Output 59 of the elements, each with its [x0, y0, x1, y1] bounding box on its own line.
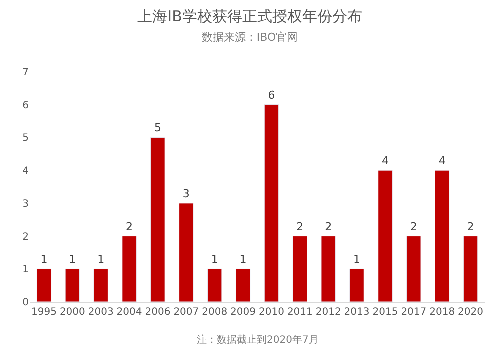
y-tick-label: 0: [22, 298, 29, 308]
bar: [179, 203, 194, 302]
data-label: 2: [296, 220, 304, 234]
bar: [378, 170, 393, 302]
bar: [236, 268, 251, 302]
data-label: 2: [126, 220, 134, 234]
data-label: 4: [382, 154, 389, 168]
x-tick-label: 2012: [316, 307, 342, 318]
data-label: 1: [69, 253, 76, 266]
y-tick-label: 1: [22, 264, 29, 276]
bar: [207, 268, 222, 302]
bar: [292, 236, 308, 302]
x-tick-label: 2003: [88, 307, 114, 318]
data-label: 1: [211, 253, 218, 266]
bar: [434, 170, 450, 302]
x-tick-label: 2010: [258, 307, 284, 318]
bar: [264, 104, 280, 302]
data-label: 1: [98, 253, 105, 266]
y-tick-label: 4: [22, 166, 29, 178]
x-tick-label: 2020: [458, 307, 484, 318]
x-tick-label: 2006: [145, 307, 171, 318]
bar: [65, 268, 80, 302]
x-tick-label: 2013: [344, 307, 370, 318]
y-tick-label: 6: [22, 100, 29, 112]
text: 注：数据截止到2020年7月: [197, 334, 319, 346]
x-tick-label: 2015: [372, 307, 398, 318]
data-label: 2: [467, 220, 474, 234]
x-tick-label: 2009: [230, 307, 256, 318]
chart-subtitle: 数据来源：IBO官网: [202, 31, 298, 44]
x-tick-label: 2017: [401, 307, 427, 318]
bar: [94, 268, 108, 302]
data-label: 2: [325, 220, 332, 234]
bar: [122, 236, 137, 302]
chart-title: 上海IB学校获得正式授权年份分布: [138, 8, 362, 26]
data-label: 2: [410, 220, 418, 234]
bar: [150, 137, 166, 302]
x-tick-label: 2011: [287, 307, 313, 318]
y-tick-label: 5: [22, 133, 29, 144]
bar: [350, 268, 364, 302]
y-tick-label: 7: [22, 68, 29, 78]
data-label: 3: [182, 187, 190, 200]
data-label: 1: [40, 253, 48, 266]
data-label: 1: [354, 253, 361, 266]
y-tick-label: 3: [22, 198, 29, 210]
x-tick-label: 2018: [430, 307, 456, 318]
x-tick-label: 1995: [31, 307, 57, 318]
x-tick-label: 2008: [202, 307, 228, 318]
data-label: 4: [438, 154, 446, 168]
x-tick-label: 2000: [60, 307, 86, 318]
bar: [321, 236, 336, 302]
x-tick-label: 2007: [174, 307, 200, 318]
data-label: 6: [268, 88, 276, 102]
data-label: 5: [154, 122, 162, 135]
bar: [463, 236, 478, 302]
x-tick-label: 2004: [116, 307, 142, 318]
bar: [406, 236, 422, 302]
bar: [36, 268, 52, 302]
y-tick-label: 2: [22, 232, 29, 243]
data-label: 1: [240, 253, 247, 266]
